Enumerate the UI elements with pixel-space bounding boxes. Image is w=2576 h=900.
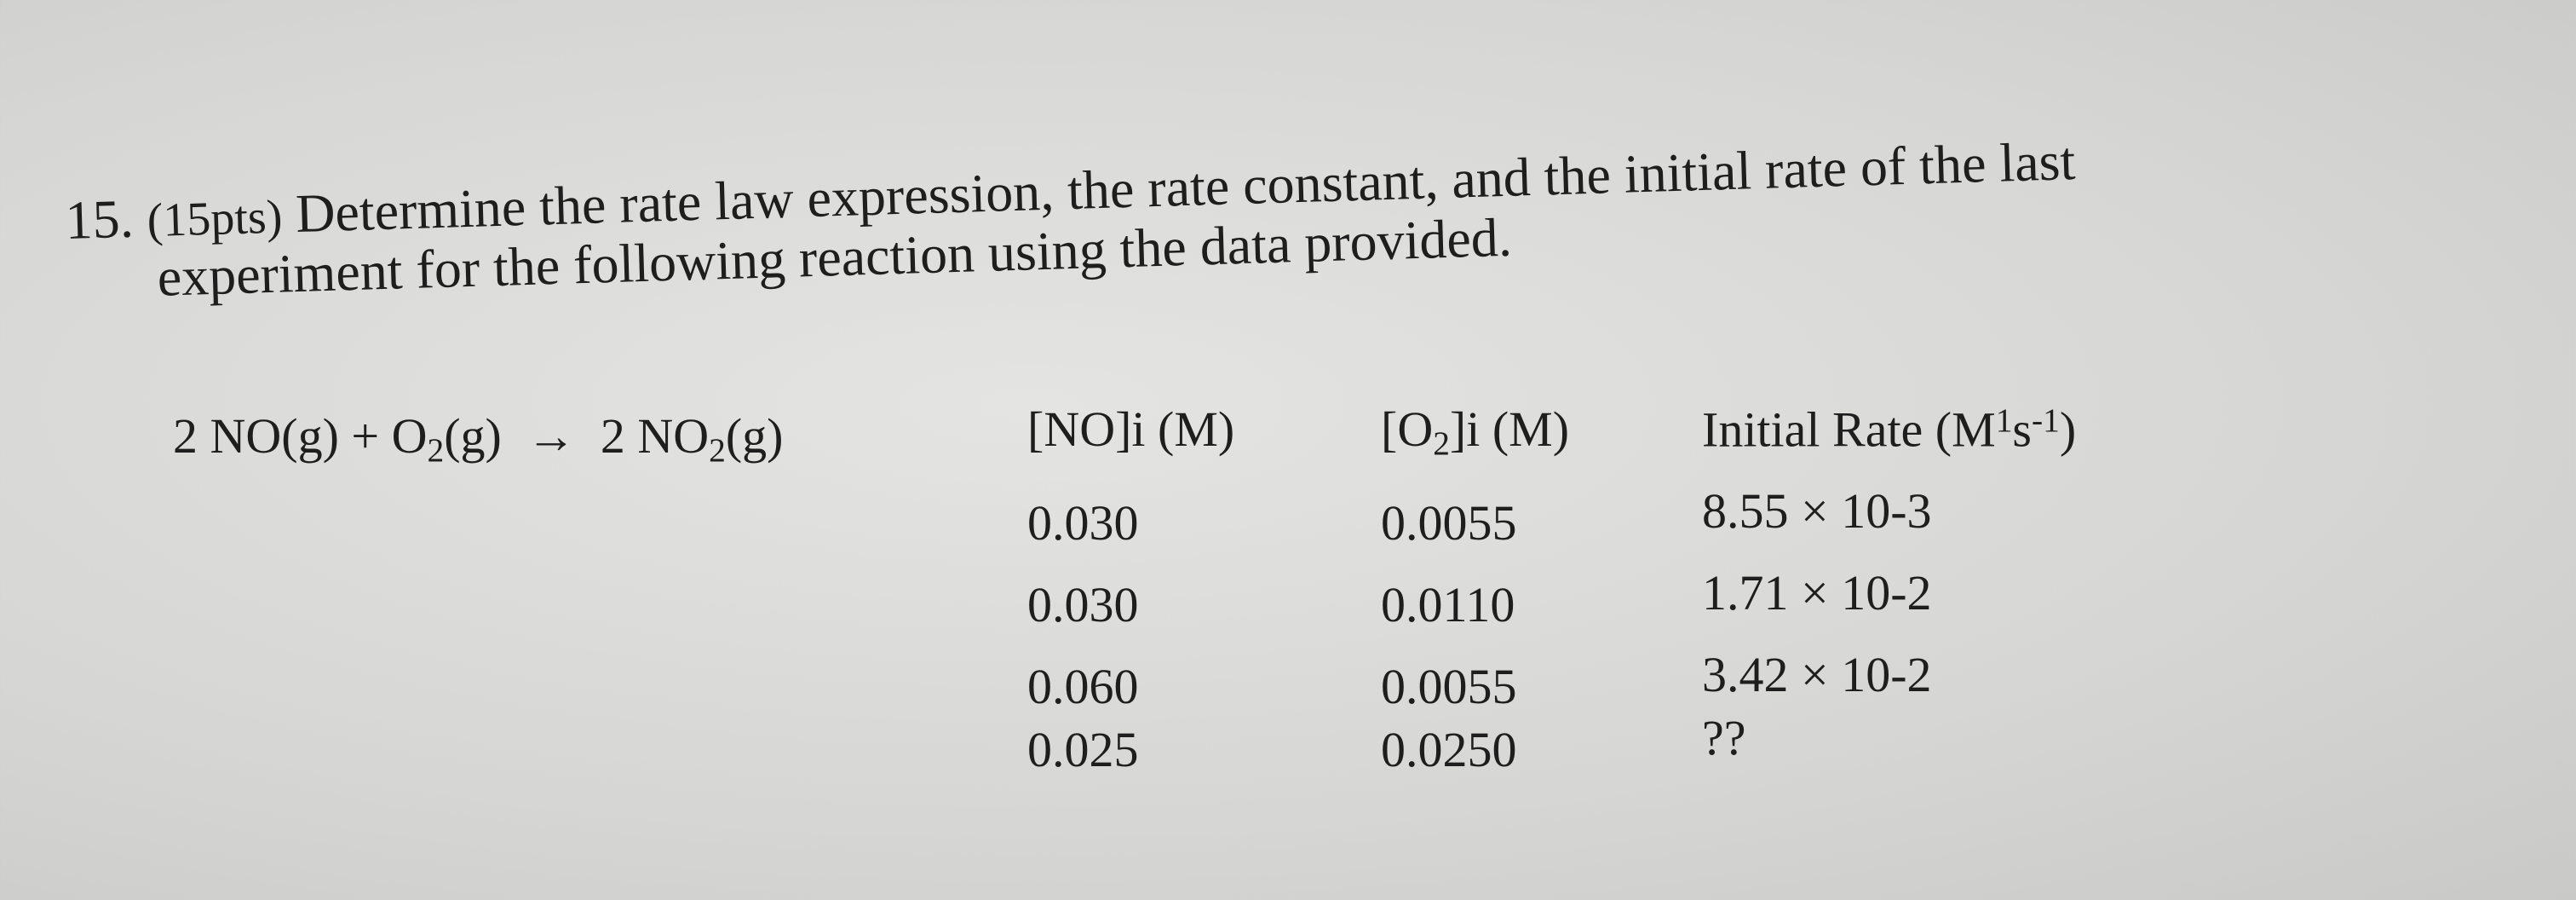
- column-header: [NO]i (M): [1027, 401, 1234, 458]
- table-cell: 0.0250: [1381, 722, 1517, 777]
- column-header: [O2]i (M): [1381, 401, 1569, 463]
- text-part: (g) → 2 NO: [444, 408, 710, 464]
- script-text: 2: [1433, 424, 1450, 462]
- table-cell: 3.42 × 10-2: [1702, 647, 1932, 702]
- text-part: Initial Rate (M: [1702, 401, 1996, 458]
- text-part: (g): [725, 408, 784, 464]
- script-text: 2: [709, 430, 726, 469]
- text-part: [NO]i (M): [1027, 401, 1235, 457]
- table-cell: 0.060: [1027, 659, 1139, 714]
- text-part: ): [2059, 401, 2077, 458]
- table-cell: 8.55 × 10-3: [1702, 483, 1932, 539]
- table-cell: 0.0110: [1381, 577, 1515, 632]
- table-cell: 0.030: [1027, 577, 1139, 632]
- text-part: 2 NO(g) + O: [173, 408, 428, 464]
- table-cell: 0.030: [1027, 495, 1139, 551]
- column-header: Initial Rate (M1s-1): [1702, 401, 2076, 459]
- text-part: s: [2012, 401, 2032, 458]
- question-number: 15.: [64, 188, 135, 251]
- script-text: 1: [1995, 401, 2013, 439]
- table-cell: 0.0055: [1381, 659, 1517, 714]
- text-part: [O: [1381, 401, 1434, 457]
- table-cell: ??: [1702, 710, 1746, 765]
- question: 15. (15pts) Determine the rate law expre…: [0, 0, 2576, 343]
- equation: 2 NO(g) + O2(g) → 2 NO2(g): [173, 407, 783, 470]
- text-part: ]i (M): [1449, 401, 1570, 457]
- script-text: 2: [427, 430, 445, 469]
- question-points: (15pts): [146, 190, 284, 248]
- table-cell: 1.71 × 10-2: [1702, 565, 1932, 620]
- script-text: -1: [2031, 401, 2060, 439]
- table-cell: 0.025: [1027, 722, 1139, 777]
- table-cell: 0.0055: [1381, 495, 1517, 551]
